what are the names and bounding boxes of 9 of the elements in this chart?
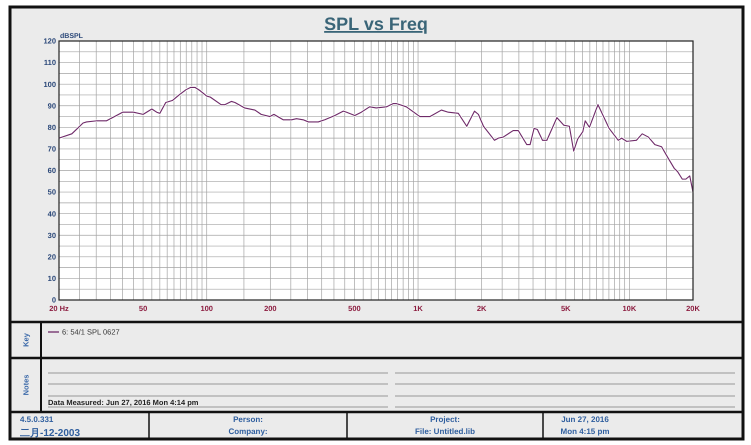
text: 二月-12-2003: [20, 428, 80, 439]
text: File: Untitled.lib: [415, 427, 476, 436]
chart-title: SPL vs Freq: [324, 14, 428, 34]
text: 4.5.0.331: [20, 415, 54, 424]
text: Mon 4:15 pm: [560, 427, 610, 436]
text: Person:: [233, 415, 263, 424]
text: Project:: [430, 415, 460, 424]
text: Company:: [228, 427, 268, 436]
text: Jun 27, 2016: [561, 415, 610, 424]
